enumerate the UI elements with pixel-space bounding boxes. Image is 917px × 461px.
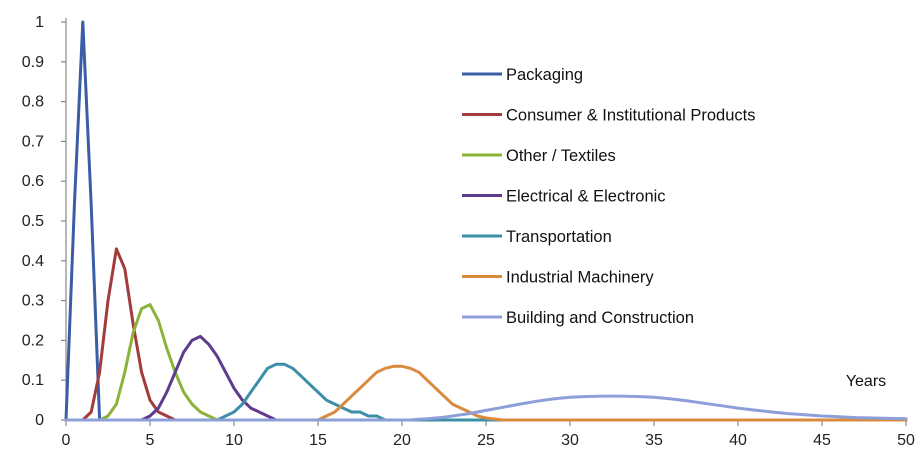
y-tick-label: 1: [35, 14, 44, 31]
legend-label: Transportation: [506, 228, 612, 246]
legend: Packaging Consumer & Institutional Produc…: [462, 66, 755, 327]
x-axis-label: Years: [846, 373, 886, 390]
legend-label: Industrial Machinery: [506, 269, 654, 287]
x-tick-label: 15: [309, 432, 327, 449]
y-tick-label: 0.1: [22, 372, 44, 389]
y-tick-label: 0.4: [22, 253, 44, 270]
y-tick-label: 0.6: [22, 173, 44, 190]
y-tick-label: 0.8: [22, 94, 44, 111]
x-tick-label: 20: [393, 432, 411, 449]
series-layer: [64, 20, 908, 422]
x-tick-label: 50: [897, 432, 915, 449]
x-tick-label: 5: [146, 432, 155, 449]
y-tick-label: 0.2: [22, 332, 44, 349]
x-tick-label: 10: [225, 432, 243, 449]
y-tick-label: 0.7: [22, 133, 44, 150]
x-tick-label: 35: [645, 432, 663, 449]
y-tick-label: 0: [35, 412, 44, 429]
y-tick-label: 0.5: [22, 213, 44, 230]
x-tick-label: 30: [561, 432, 579, 449]
x-tick-label: 0: [62, 432, 71, 449]
y-tick-label: 0.9: [22, 54, 44, 71]
series-line-1: [64, 20, 908, 422]
series-line-2: [64, 247, 908, 422]
x-tick-label: 25: [477, 432, 495, 449]
legend-label: Packaging: [506, 66, 583, 84]
x-tick-label: 40: [729, 432, 747, 449]
y-tick-label: 0.3: [22, 293, 44, 310]
series-line-7: [64, 394, 908, 422]
legend-label: Building and Construction: [506, 309, 694, 327]
legend-label: Consumer & Institutional Products: [506, 107, 755, 125]
x-tick-label: 45: [813, 432, 831, 449]
legend-label: Electrical & Electronic: [506, 188, 666, 206]
series-line-4: [64, 334, 908, 422]
legend-label: Other / Textiles: [506, 147, 616, 165]
axes: 00.10.20.30.40.50.60.70.80.910 5 10 15 20 25 3…: [22, 14, 915, 449]
series-line-3: [64, 303, 908, 422]
